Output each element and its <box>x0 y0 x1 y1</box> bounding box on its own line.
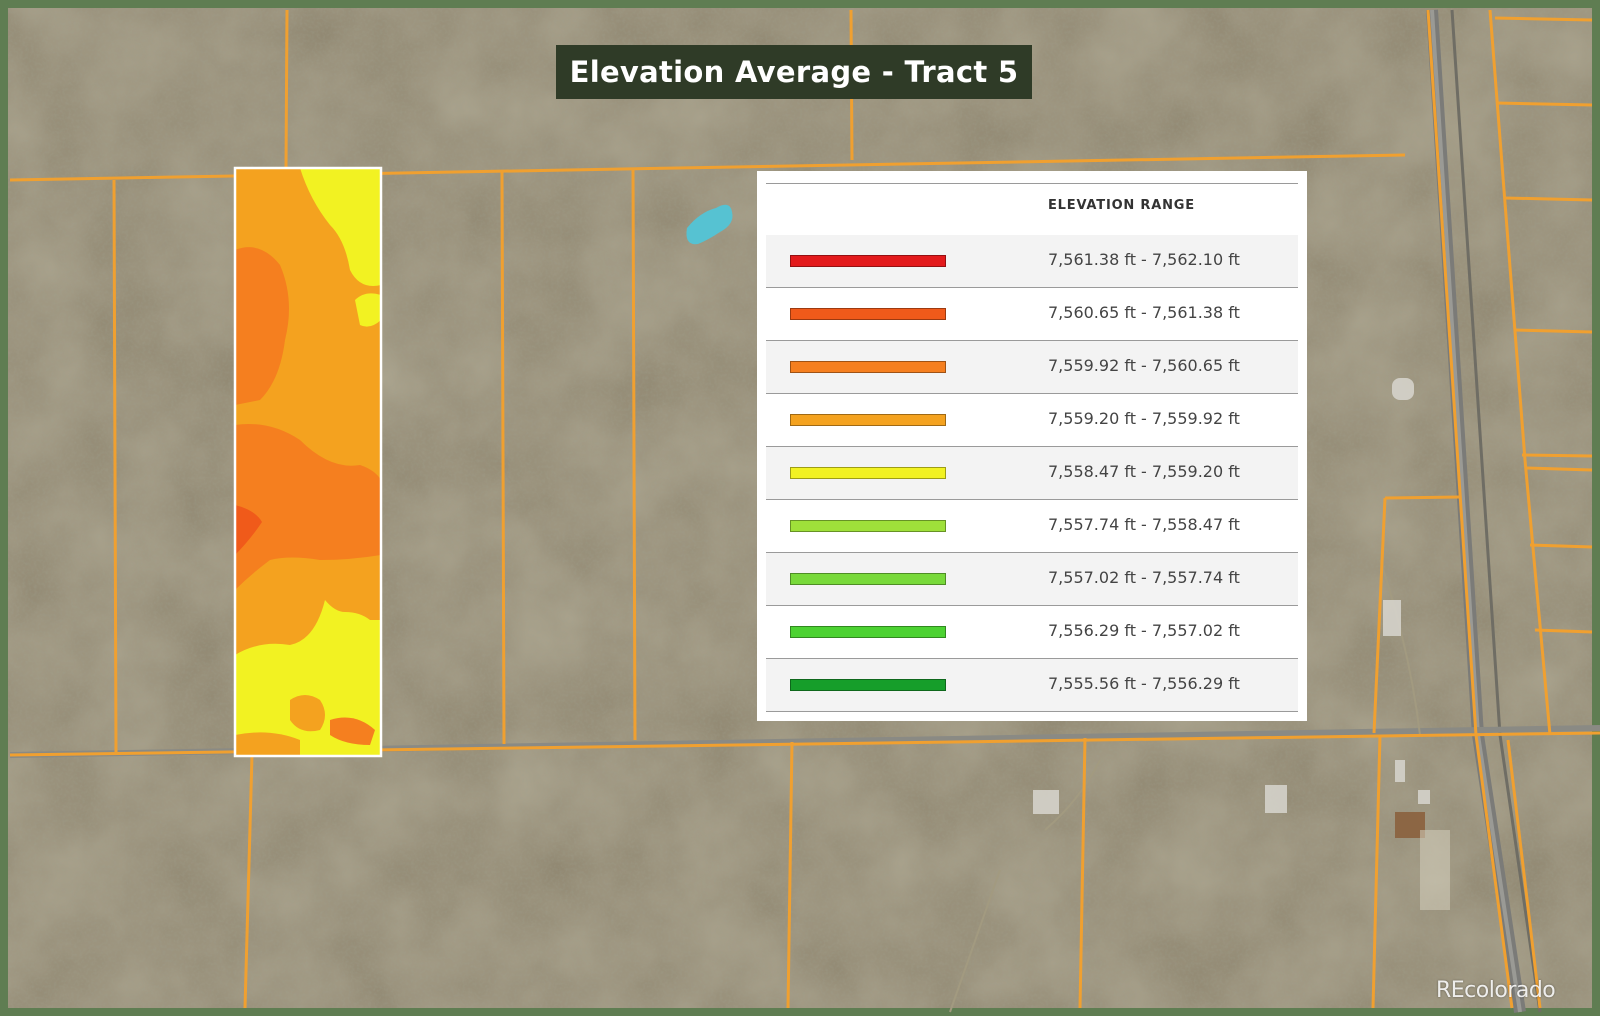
legend-swatch <box>790 679 946 691</box>
legend-row: 7,555.56 ft - 7,556.29 ft <box>766 659 1298 712</box>
legend-row: 7,557.02 ft - 7,557.74 ft <box>766 553 1298 606</box>
legend-swatch <box>790 308 946 320</box>
recolorado-watermark: REcolorado <box>1436 978 1556 1003</box>
legend-swatch <box>790 255 946 267</box>
legend-row: 7,559.92 ft - 7,560.65 ft <box>766 341 1298 394</box>
legend-range-label: 7,559.92 ft - 7,560.65 ft <box>1048 356 1240 375</box>
legend-row: 7,556.29 ft - 7,557.02 ft <box>766 606 1298 659</box>
legend-header-label: ELEVATION RANGE <box>1048 198 1195 213</box>
tract-5-elevation-heatmap <box>235 168 381 756</box>
legend-row: 7,560.65 ft - 7,561.38 ft <box>766 288 1298 341</box>
tract-5-outline <box>233 166 383 758</box>
legend-row: 7,558.47 ft - 7,559.20 ft <box>766 447 1298 500</box>
legend-swatch <box>790 626 946 638</box>
legend-row: 7,559.20 ft - 7,559.92 ft <box>766 394 1298 447</box>
legend-swatch <box>790 361 946 373</box>
legend-range-label: 7,556.29 ft - 7,557.02 ft <box>1048 621 1240 640</box>
legend-range-label: 7,561.38 ft - 7,562.10 ft <box>1048 250 1240 269</box>
legend-range-label: 7,557.74 ft - 7,558.47 ft <box>1048 515 1240 534</box>
legend-range-label: 7,559.20 ft - 7,559.92 ft <box>1048 409 1240 428</box>
legend-swatch <box>790 520 946 532</box>
legend-range-label: 7,557.02 ft - 7,557.74 ft <box>1048 568 1240 587</box>
legend-row: 7,557.74 ft - 7,558.47 ft <box>766 500 1298 553</box>
water-feature <box>686 204 733 245</box>
legend-swatch <box>790 467 946 479</box>
map-title: Elevation Average - Tract 5 <box>556 45 1032 99</box>
legend-swatch <box>790 414 946 426</box>
legend-range-label: 7,555.56 ft - 7,556.29 ft <box>1048 674 1240 693</box>
legend-row: 7,561.38 ft - 7,562.10 ft <box>766 235 1298 288</box>
legend-range-label: 7,560.65 ft - 7,561.38 ft <box>1048 303 1240 322</box>
legend-range-label: 7,558.47 ft - 7,559.20 ft <box>1048 462 1240 481</box>
legend-swatch <box>790 573 946 585</box>
structures <box>1033 378 1450 910</box>
legend-header: ELEVATION RANGE <box>766 183 1298 236</box>
elevation-legend: ELEVATION RANGE 7,561.38 ft - 7,562.10 f… <box>757 171 1307 721</box>
